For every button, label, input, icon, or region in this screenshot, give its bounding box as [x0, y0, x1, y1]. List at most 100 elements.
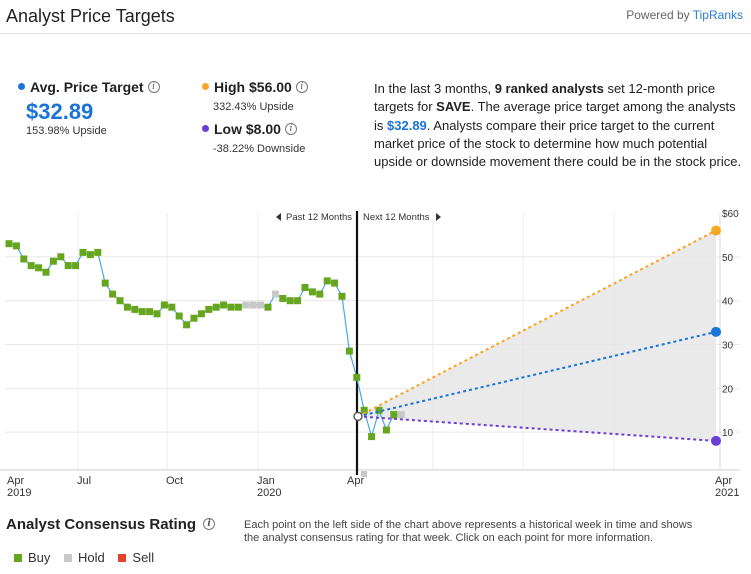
header-divider: [0, 33, 751, 34]
avg-value: $32.89: [26, 99, 94, 124]
consensus-point[interactable]: [375, 406, 383, 414]
consensus-point[interactable]: [368, 433, 376, 441]
consensus-point[interactable]: [94, 248, 102, 256]
consensus-point[interactable]: [153, 310, 161, 318]
x-tick-year: 2021: [715, 487, 739, 499]
consensus-point[interactable]: [382, 426, 390, 434]
consensus-point[interactable]: [360, 406, 368, 414]
high-upside: 332.43% Upside: [213, 101, 294, 113]
consensus-point[interactable]: [86, 251, 94, 259]
high-target-line: [357, 229, 717, 418]
y-axis: $60 50 40 30 20 10: [722, 209, 739, 439]
low-label: Low $8.00: [214, 121, 281, 137]
consensus-point[interactable]: [79, 248, 87, 256]
legend-sell: Sell: [118, 550, 154, 565]
consensus-point[interactable]: [72, 262, 80, 270]
y-tick-label: 40: [722, 297, 734, 308]
consensus-point[interactable]: [20, 255, 28, 263]
buy-swatch-icon: [14, 553, 22, 562]
low-price-target: Low $8.00 i -38.22% Downside: [202, 121, 305, 155]
consensus-point[interactable]: [234, 303, 242, 311]
sell-swatch-icon: [118, 553, 127, 562]
consensus-point[interactable]: [183, 321, 191, 329]
avg-dot-icon: [18, 83, 25, 91]
x-tick-label: Apr: [715, 475, 732, 487]
x-tick-label: Jul: [77, 475, 91, 487]
consensus-point[interactable]: [301, 284, 309, 291]
consensus-point[interactable]: [160, 301, 168, 309]
consensus-point[interactable]: [57, 253, 65, 261]
consensus-points[interactable]: [5, 240, 405, 477]
consensus-point[interactable]: [42, 268, 50, 276]
consensus-point[interactable]: [5, 240, 13, 248]
consensus-point[interactable]: [294, 297, 302, 305]
consensus-point[interactable]: [35, 264, 43, 272]
consensus-point[interactable]: [168, 303, 176, 311]
consensus-point[interactable]: [27, 262, 35, 270]
tipranks-link[interactable]: TipRanks: [692, 8, 743, 22]
info-icon[interactable]: i: [147, 80, 160, 93]
consensus-point[interactable]: [123, 303, 131, 311]
powered-by: Powered by TipRanks: [626, 8, 743, 22]
current-price-dot: [353, 411, 363, 422]
consensus-point[interactable]: [197, 310, 205, 318]
consensus-point[interactable]: [279, 295, 287, 302]
consensus-point[interactable]: [271, 290, 279, 298]
consensus-point[interactable]: [212, 303, 220, 311]
consensus-point[interactable]: [49, 257, 57, 265]
consensus-point[interactable]: [286, 297, 294, 305]
consensus-point[interactable]: [323, 277, 331, 285]
info-icon[interactable]: i: [284, 122, 297, 135]
y-tick-label: 20: [722, 384, 734, 395]
consensus-point[interactable]: [116, 297, 124, 305]
consensus-note: Each point on the left side of the chart…: [244, 519, 693, 544]
consensus-point[interactable]: [264, 303, 272, 311]
y-tick-label: 10: [722, 428, 734, 439]
high-price-target: High $56.00 i 332.43% Upside: [202, 79, 308, 113]
consensus-point[interactable]: [242, 301, 250, 309]
price-line: [8, 243, 402, 439]
consensus-point[interactable]: [64, 262, 72, 270]
high-label: High $56.00: [214, 79, 292, 95]
consensus-point[interactable]: [220, 301, 228, 309]
consensus-point[interactable]: [138, 308, 146, 316]
period-markers: Past 12 Months Next 12 Months: [276, 212, 441, 223]
consensus-point[interactable]: [331, 279, 339, 287]
avg-target-dot: [711, 326, 721, 337]
consensus-point[interactable]: [390, 411, 398, 419]
consensus-point[interactable]: [338, 292, 346, 300]
consensus-point[interactable]: [308, 288, 316, 296]
consensus-point[interactable]: [249, 301, 257, 309]
target-lines: [353, 225, 721, 446]
avg-upside: 153.98% Upside: [26, 125, 107, 137]
consensus-point[interactable]: [131, 305, 139, 313]
legend-hold: Hold: [64, 550, 105, 565]
consensus-point[interactable]: [227, 303, 235, 311]
widget-title: Analyst Price Targets: [6, 6, 175, 26]
y-tick-label: $60: [722, 209, 739, 220]
avg-target-line: [357, 330, 717, 418]
forecast-range-area: [358, 230, 716, 441]
consensus-point[interactable]: [316, 290, 324, 298]
consensus-point[interactable]: [175, 312, 183, 320]
price-target-description: In the last 3 months, 9 ranked analysts …: [374, 81, 742, 170]
info-icon[interactable]: i: [203, 518, 216, 531]
consensus-point[interactable]: [353, 373, 361, 381]
info-icon[interactable]: i: [295, 80, 308, 93]
consensus-point[interactable]: [257, 301, 265, 309]
price-target-chart[interactable]: Past 12 Months Next 12 Months $60 50 40 30 20…: [0, 205, 751, 505]
x-tick-label: Oct: [166, 475, 183, 487]
y-tick-label: 50: [722, 253, 734, 264]
consensus-point[interactable]: [101, 279, 109, 287]
consensus-point[interactable]: [345, 347, 353, 355]
consensus-point[interactable]: [397, 411, 405, 419]
consensus-point[interactable]: [146, 308, 154, 316]
x-tick-label: Apr: [7, 475, 24, 487]
low-target-dot: [711, 435, 721, 446]
x-tick-label: Apr: [347, 475, 364, 487]
consensus-point[interactable]: [205, 305, 213, 313]
consensus-point[interactable]: [12, 242, 20, 250]
consensus-point[interactable]: [109, 290, 117, 298]
consensus-point[interactable]: [190, 314, 198, 322]
